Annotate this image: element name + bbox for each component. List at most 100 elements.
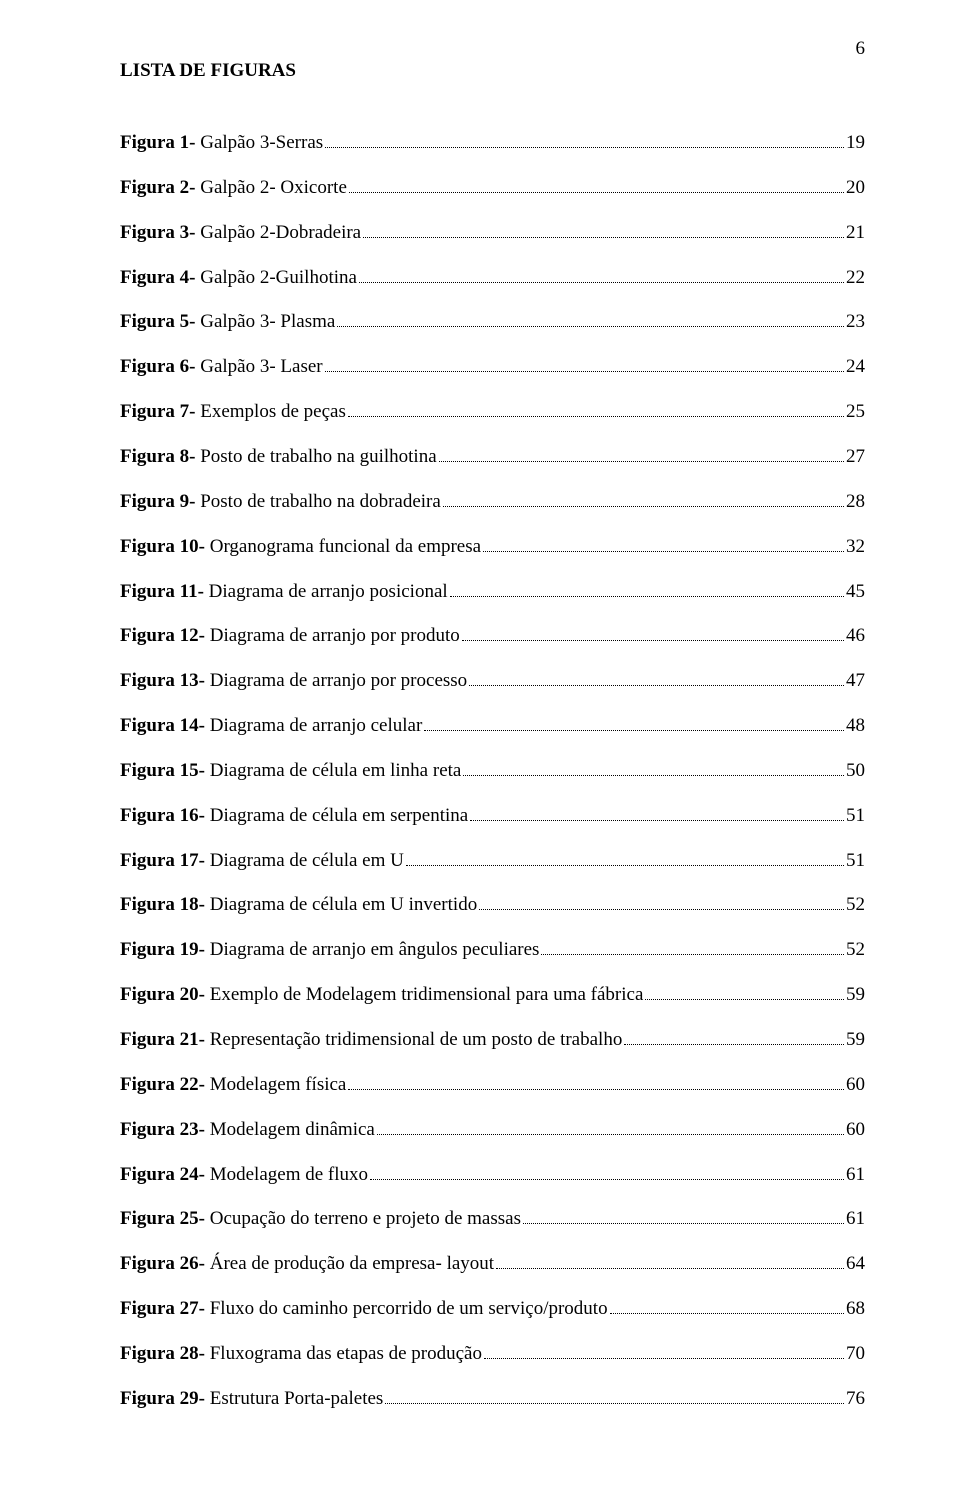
figure-entry-page: 64 [846,1252,865,1276]
figure-entry-label: Figura 6- [120,355,200,379]
figure-entry: Figura 28- Fluxograma das etapas de prod… [120,1341,865,1366]
dot-leader [370,1161,844,1179]
figure-entry-label: Figura 28- [120,1342,210,1366]
figure-entry-label: Figura 17- [120,849,210,873]
figure-entry-title: Modelagem dinâmica [210,1118,375,1142]
figure-entry-title: Diagrama de arranjo em ângulos peculiare… [210,938,540,962]
figure-entry: Figura 18- Diagrama de célula em U inver… [120,892,865,917]
document-page: 6 LISTA DE FIGURAS Figura 1- Galpão 3-Se… [0,0,960,1490]
dot-leader [483,534,844,552]
figure-entry-page: 21 [846,221,865,245]
figure-entry: Figura 22- Modelagem física 60 [120,1072,865,1097]
figure-entry-title: Diagrama de arranjo por produto [210,624,460,648]
dot-leader [496,1251,844,1269]
figure-entry-page: 47 [846,669,865,693]
figure-entry: Figura 23- Modelagem dinâmica 60 [120,1117,865,1142]
figure-entry-page: 27 [846,445,865,469]
figure-entry: Figura 12- Diagrama de arranjo por produ… [120,623,865,648]
figure-entry-label: Figura 25- [120,1207,210,1231]
dot-leader [624,1027,844,1045]
figure-entry: Figura 6- Galpão 3- Laser24 [120,354,865,379]
figure-entry-title: Organograma funcional da empresa [210,535,481,559]
figure-entry-label: Figura 19- [120,938,210,962]
dot-leader [348,1072,844,1090]
figure-entry-label: Figura 18- [120,893,210,917]
figure-entry: Figura 8- Posto de trabalho na guilhotin… [120,444,865,469]
figure-entry-label: Figura 22- [120,1073,210,1097]
figure-entry-label: Figura 15- [120,759,210,783]
figure-entry: Figura 11- Diagrama de arranjo posiciona… [120,578,865,603]
figure-entry-page: 52 [846,893,865,917]
figure-entry-page: 25 [846,400,865,424]
figure-entry-label: Figura 5- [120,310,200,334]
figure-entry-page: 19 [846,131,865,155]
dot-leader [385,1386,844,1404]
figure-entry-title: Diagrama de arranjo posicional [209,580,448,604]
figure-entry-page: 46 [846,624,865,648]
dot-leader [424,713,844,731]
figure-entry: Figura 4- Galpão 2-Guilhotina22 [120,265,865,290]
figure-entry: Figura 14- Diagrama de arranjo celular48 [120,713,865,738]
figure-entry: Figura 27- Fluxo do caminho percorrido d… [120,1296,865,1321]
dot-leader [523,1206,844,1224]
figure-entry-label: Figura 2- [120,176,200,200]
figure-entry-label: Figura 14- [120,714,210,738]
figure-entry-label: Figura 20- [120,983,210,1007]
figure-list: Figura 1- Galpão 3-Serras 19 Figura 2- Gal… [120,130,865,1410]
dot-leader [470,803,844,821]
dot-leader [337,309,844,327]
figure-entry-page: 70 [846,1342,865,1366]
figure-entry-page: 61 [846,1207,865,1231]
dot-leader [406,848,844,866]
figure-entry-page: 22 [846,266,865,290]
figure-entry-title: Exemplo de Modelagem tridimensional para… [210,983,644,1007]
figure-entry-page: 60 [846,1073,865,1097]
figure-entry-title: Diagrama de arranjo por processo [210,669,467,693]
figure-entry-page: 45 [846,580,865,604]
figure-entry-title: Exemplos de peças [200,400,346,424]
page-number: 6 [856,38,866,60]
dot-leader [325,130,844,148]
figure-entry: Figura 20- Exemplo de Modelagem tridimen… [120,982,865,1007]
figure-entry-page: 50 [846,759,865,783]
figure-entry-title: Galpão 3-Serras [200,131,323,155]
figure-entry: Figura 17- Diagrama de célula em U51 [120,848,865,873]
dot-leader [348,399,844,417]
figure-entry-title: Modelagem física [210,1073,347,1097]
figure-entry-label: Figura 1- [120,131,200,155]
figure-entry: Figura 25- Ocupação do terreno e projeto… [120,1206,865,1231]
figure-entry-label: Figura 11- [120,580,209,604]
figure-entry-label: Figura 9- [120,490,200,514]
figure-entry-title: Diagrama de célula em linha reta [210,759,462,783]
dot-leader [610,1296,844,1314]
figure-entry-label: Figura 23- [120,1118,210,1142]
figure-entry-label: Figura 3- [120,221,200,245]
figure-entry: Figura 2- Galpão 2- Oxicorte 20 [120,175,865,200]
figure-entry-title: Modelagem de fluxo [210,1163,368,1187]
figure-entry-label: Figura 27- [120,1297,210,1321]
figure-entry: Figura 29- Estrutura Porta-paletes76 [120,1386,865,1411]
figure-entry-title: Galpão 3- Laser [200,355,322,379]
figure-entry: Figura 7- Exemplos de peças 25 [120,399,865,424]
figure-entry-page: 60 [846,1118,865,1142]
dot-leader [349,175,844,193]
dot-leader [463,758,844,776]
figure-entry-page: 76 [846,1387,865,1411]
figure-entry-label: Figura 7- [120,400,200,424]
figure-entry-label: Figura 4- [120,266,200,290]
figure-entry-label: Figura 16- [120,804,210,828]
figure-entry: Figura 3- Galpão 2-Dobradeira21 [120,220,865,245]
figure-entry: Figura 13- Diagrama de arranjo por proce… [120,668,865,693]
dot-leader [443,489,844,507]
figure-entry-page: 48 [846,714,865,738]
figure-entry-page: 32 [846,535,865,559]
figure-entry-title: Fluxograma das etapas de produção [210,1342,482,1366]
figure-entry-page: 20 [846,176,865,200]
figure-entry-title: Estrutura Porta-paletes [210,1387,384,1411]
figure-entry-title: Galpão 2- Oxicorte [200,176,347,200]
figure-entry: Figura 10- Organograma funcional da empr… [120,534,865,559]
figure-entry-label: Figura 10- [120,535,210,559]
figure-entry-title: Fluxo do caminho percorrido de um serviç… [210,1297,608,1321]
figure-entry-title: Ocupação do terreno e projeto de massas [210,1207,521,1231]
dot-leader [541,937,844,955]
